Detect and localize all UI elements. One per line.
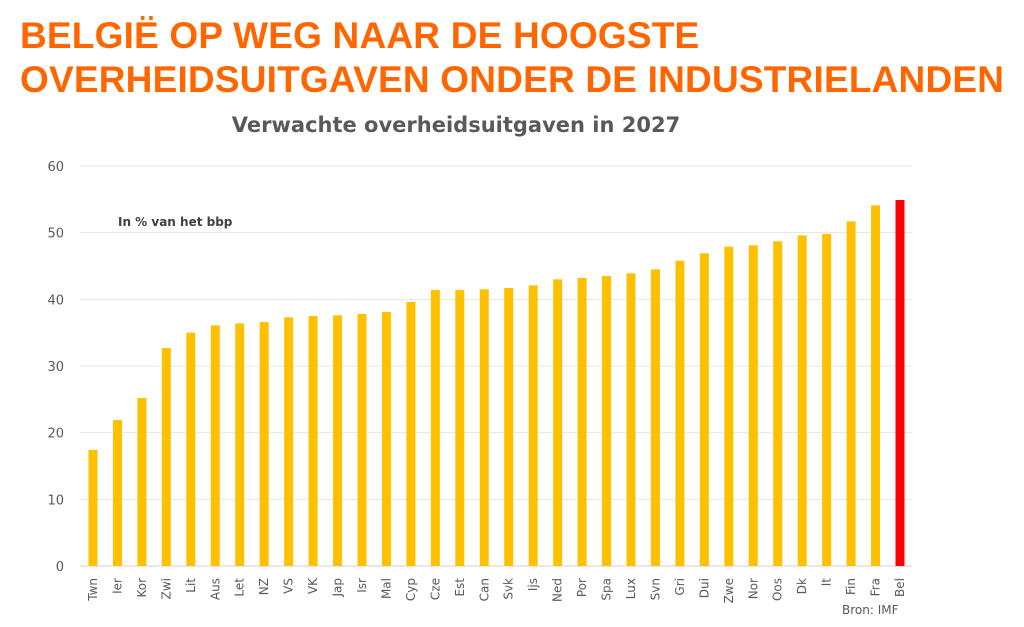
bar-ier — [112, 420, 122, 566]
bar-it — [822, 234, 832, 566]
x-tick-label: Isr — [355, 578, 369, 593]
headline: BELGIË OP WEG NAAR DE HOOGSTE OVERHEIDSU… — [20, 14, 1004, 102]
bar-kor — [137, 398, 147, 566]
headline-line-2: OVERHEIDSUITGAVEN ONDER DE INDUSTRIELAND… — [20, 59, 1005, 100]
bar-oos — [773, 241, 783, 567]
bar-nz — [259, 322, 269, 566]
x-tick-label: Nor — [746, 578, 760, 599]
x-tick-label: VS — [282, 578, 296, 594]
x-tick-label: Ier — [110, 578, 124, 594]
x-tick-label: Fra — [869, 578, 883, 596]
x-tick-label: Fin — [844, 578, 858, 595]
bar-fra — [871, 205, 881, 567]
bar-cyp — [406, 302, 416, 566]
bar-dui — [699, 253, 709, 567]
bar-lit — [186, 332, 196, 566]
x-tick-label: Por — [575, 578, 589, 597]
bar-nor — [748, 245, 758, 567]
x-tick-label: Zwe — [722, 578, 736, 603]
bar-jap — [333, 315, 343, 566]
x-tick-label: Aus — [208, 578, 222, 600]
bar-gri — [675, 260, 685, 566]
bar-can — [479, 289, 489, 566]
unit-annotation: In % van het bbp — [118, 215, 233, 229]
x-tick-label: Kor — [135, 578, 149, 598]
bar-dk — [797, 235, 807, 567]
bar-svk — [504, 288, 514, 566]
x-tick-label: Svn — [648, 578, 662, 600]
y-tick-label: 0 — [56, 560, 64, 575]
x-tick-label: It — [820, 578, 834, 587]
y-tick-label: 10 — [47, 493, 64, 508]
x-tick-label: Lit — [184, 578, 198, 593]
bar-twn — [88, 450, 98, 566]
bar-vs — [284, 317, 294, 566]
x-tick-label: Mal — [379, 578, 393, 599]
x-tick-label: Bel — [893, 578, 907, 597]
bar-zwi — [161, 348, 171, 566]
x-tick-label: Ijs — [526, 578, 540, 591]
x-tick-label: Dui — [697, 578, 711, 598]
bar-svn — [650, 269, 660, 566]
x-tick-label: Lux — [624, 578, 638, 599]
x-tick-label: Let — [233, 578, 247, 597]
bar-por — [577, 278, 587, 566]
bar-est — [455, 290, 465, 566]
bar-fin — [846, 221, 856, 567]
bar-bel — [895, 200, 905, 566]
y-tick-label: 40 — [47, 293, 64, 308]
bar-isr — [357, 314, 367, 566]
headline-line-1: BELGIË OP WEG NAAR DE HOOGSTE — [20, 15, 700, 56]
bar-spa — [602, 276, 612, 566]
bar-lux — [626, 273, 636, 566]
bar-cze — [430, 290, 440, 566]
x-tick-label: Svk — [502, 578, 516, 600]
x-tick-label: Est — [453, 578, 467, 597]
bar-mal — [381, 312, 391, 566]
x-tick-label: Gri — [673, 578, 687, 596]
y-tick-label: 30 — [47, 360, 64, 375]
x-tick-label: Can — [477, 578, 491, 601]
y-tick-label: 20 — [47, 427, 64, 442]
x-tick-label: Jap — [331, 578, 345, 598]
x-tick-label: Zwi — [159, 578, 173, 599]
bar-vk — [308, 316, 318, 566]
x-tick-label: Dk — [795, 578, 809, 594]
x-tick-label: VK — [306, 577, 320, 594]
bar-aus — [210, 325, 220, 566]
x-tick-label: Spa — [600, 578, 614, 601]
source-note: Bron: IMF — [842, 603, 899, 617]
y-tick-label: 60 — [47, 160, 64, 175]
bar-ned — [553, 279, 563, 566]
x-tick-label: Cze — [428, 578, 442, 600]
x-tick-label: Cyp — [404, 578, 418, 601]
x-tick-label: Twn — [86, 578, 100, 602]
chart-title: Verwachte overheidsuitgaven in 2027 — [231, 113, 681, 137]
x-tick-label: Oos — [771, 578, 785, 601]
x-tick-label: NZ — [257, 578, 271, 595]
bar-let — [235, 323, 245, 566]
y-tick-label: 50 — [47, 227, 64, 242]
x-tick-label: Ned — [551, 578, 565, 602]
bar-ijs — [528, 285, 538, 566]
bar-zwe — [724, 246, 734, 566]
